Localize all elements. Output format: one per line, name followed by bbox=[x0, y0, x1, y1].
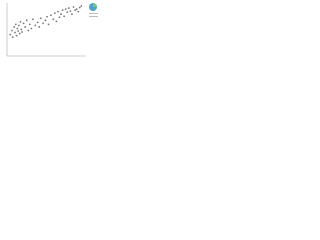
point bbox=[47, 23, 50, 26]
point bbox=[15, 34, 18, 37]
point bbox=[53, 12, 56, 15]
point bbox=[19, 20, 22, 23]
point bbox=[14, 31, 16, 34]
point bbox=[13, 26, 16, 28]
chart bbox=[0, 0, 100, 61]
legend-pie-slice bbox=[93, 3, 97, 7]
point bbox=[38, 26, 41, 28]
point bbox=[32, 18, 34, 21]
point bbox=[25, 19, 28, 22]
point bbox=[74, 9, 76, 12]
point bbox=[20, 28, 23, 31]
point bbox=[16, 27, 19, 30]
point bbox=[46, 15, 48, 18]
point bbox=[39, 17, 42, 20]
point bbox=[18, 24, 20, 27]
point bbox=[72, 6, 75, 8]
point bbox=[52, 18, 55, 21]
point bbox=[63, 15, 66, 18]
point bbox=[30, 27, 33, 30]
point bbox=[42, 22, 44, 25]
point bbox=[80, 5, 83, 7]
point bbox=[22, 22, 25, 25]
point bbox=[60, 13, 62, 16]
legend-line bbox=[89, 16, 98, 17]
point bbox=[11, 36, 14, 39]
point bbox=[61, 9, 64, 12]
point bbox=[78, 6, 81, 9]
point bbox=[36, 21, 39, 24]
point bbox=[28, 23, 31, 26]
point bbox=[50, 14, 52, 17]
point bbox=[71, 13, 73, 16]
point bbox=[55, 20, 58, 23]
legend-line bbox=[89, 13, 98, 14]
point bbox=[27, 29, 30, 32]
point bbox=[24, 26, 27, 28]
point bbox=[77, 10, 80, 13]
point bbox=[14, 23, 17, 26]
point bbox=[69, 10, 72, 13]
point bbox=[17, 30, 20, 32]
point bbox=[66, 11, 69, 14]
point bbox=[21, 31, 23, 33]
point bbox=[58, 16, 61, 19]
point bbox=[11, 29, 13, 32]
point bbox=[75, 8, 78, 11]
point bbox=[64, 8, 67, 11]
point bbox=[57, 10, 59, 13]
background bbox=[0, 0, 100, 61]
point bbox=[34, 24, 37, 27]
point bbox=[44, 19, 47, 22]
point bbox=[9, 33, 12, 36]
point bbox=[67, 7, 70, 9]
legend-icon bbox=[89, 3, 98, 17]
point bbox=[18, 32, 21, 35]
